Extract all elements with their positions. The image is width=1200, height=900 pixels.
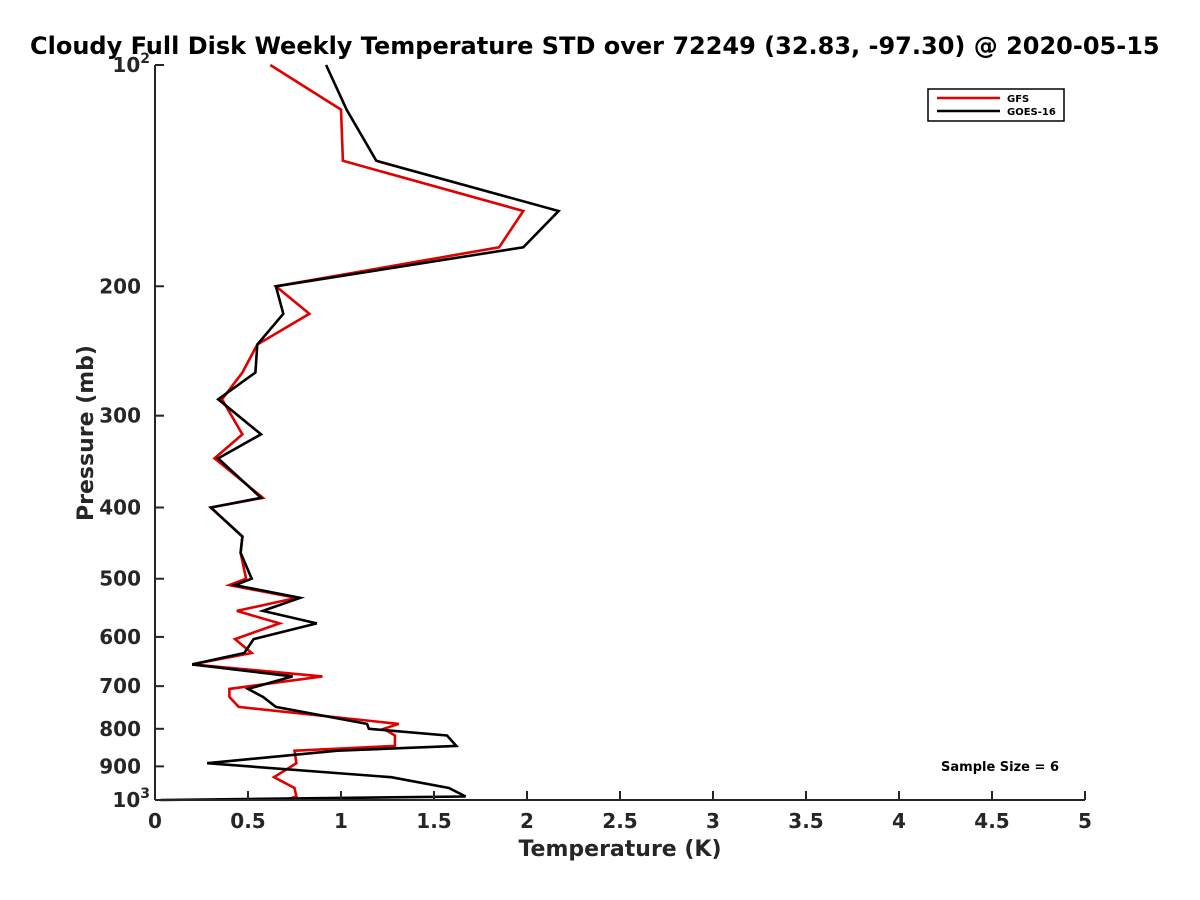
y-tick-label: 102 — [112, 51, 150, 77]
sample-size-annotation: Sample Size = 6 — [941, 760, 1059, 775]
x-tick-label: 5 — [1078, 809, 1092, 833]
y-tick-label: 200 — [99, 274, 141, 298]
x-tick-label: 0 — [148, 809, 162, 833]
y-tick-label: 103 — [112, 786, 150, 812]
x-tick-label: 3.5 — [788, 809, 823, 833]
y-tick-label: 600 — [99, 625, 141, 649]
x-axis-label: Temperature (K) — [518, 837, 721, 862]
series-line-gfs — [191, 63, 526, 802]
series-line-goes-16 — [160, 64, 562, 802]
legend-label: GFS — [1007, 94, 1029, 105]
y-tick-label: 900 — [99, 754, 141, 778]
y-tick-label: 700 — [99, 674, 141, 698]
plot-lines — [160, 63, 562, 802]
x-tick-label: 0.5 — [230, 809, 265, 833]
x-tick-label: 2 — [520, 809, 534, 833]
y-tick-label: 400 — [99, 496, 141, 520]
x-ticks: 0 0.5 1 1.5 2 2.5 3 3.5 4 4.5 5 — [148, 791, 1092, 833]
x-tick-label: 1 — [334, 809, 348, 833]
legend-box — [927, 88, 1065, 122]
axes — [154, 65, 1085, 801]
y-axis-label: Pressure (mb) — [74, 345, 99, 521]
x-tick-label: 3 — [706, 809, 720, 833]
y-ticks: 102 200 300 400 500 600 700 800 900 103 — [99, 51, 164, 812]
y-tick-label: 300 — [99, 404, 141, 428]
y-tick-label: 800 — [99, 717, 141, 741]
y-tick-label: 500 — [99, 567, 141, 591]
chart-title: Cloudy Full Disk Weekly Temperature STD … — [30, 32, 1160, 60]
x-tick-label: 4 — [892, 809, 906, 833]
x-tick-label: 2.5 — [602, 809, 637, 833]
x-tick-label: 4.5 — [974, 809, 1009, 833]
x-tick-label: 1.5 — [416, 809, 451, 833]
legend-label: GOES-16 — [1007, 107, 1056, 118]
legend: GFS GOES-16 — [927, 88, 1065, 122]
